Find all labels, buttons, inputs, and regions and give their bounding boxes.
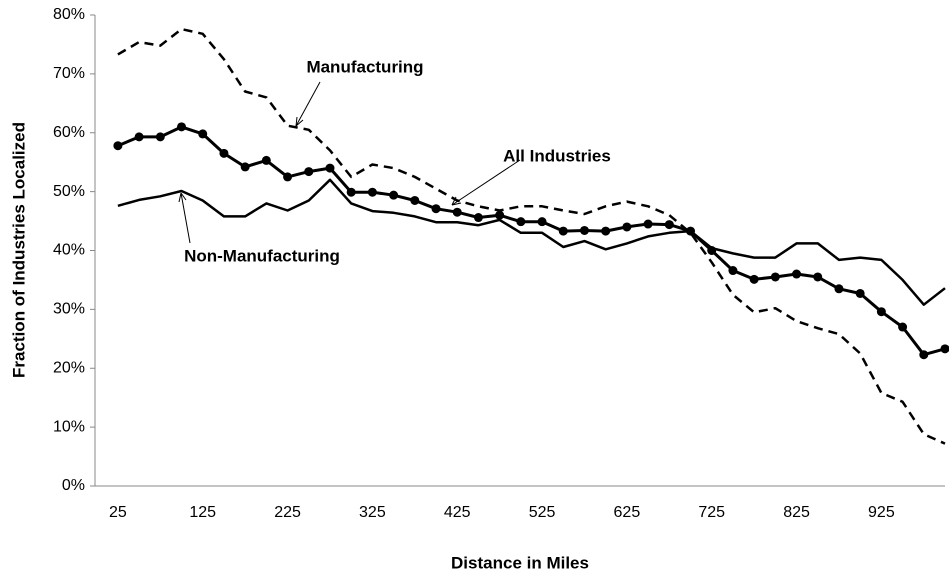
y-tick-label: 80% [53,6,85,23]
point [876,307,886,317]
point [643,219,653,229]
point [813,272,823,282]
y-axis-label: Fraction of Industries Localized [9,122,28,378]
x-tick-label: 825 [783,504,810,521]
point [792,269,802,279]
point [219,148,229,158]
point [325,163,335,173]
arrow-head [178,192,187,203]
annotation: Manufacturing [306,57,423,76]
point [346,187,356,197]
y-tick-label: 60% [53,124,85,141]
point [834,284,844,294]
x-tick-label: 525 [529,504,556,521]
point [431,204,441,214]
point [855,288,865,298]
point [134,132,144,142]
x-tick-label: 125 [189,504,216,521]
arrow-head [295,116,304,127]
point [367,187,377,197]
annotation: All Industries [503,146,611,165]
x-tick-label: 325 [359,504,386,521]
point [283,172,293,182]
y-tick-label: 70% [53,65,85,82]
y-tick-label: 20% [53,359,85,376]
point [452,207,462,217]
point [749,274,759,284]
point [304,167,314,177]
point [198,129,208,139]
y-tick-label: 40% [53,242,85,259]
x-axis-label: Distance in Miles [451,553,589,572]
series-line [117,125,946,357]
point [898,322,908,332]
annotations [178,81,521,244]
y-tick-label: 50% [53,183,85,200]
point [113,141,123,151]
series-line [117,27,946,445]
series-line [117,178,946,306]
point [495,210,505,220]
point [919,350,929,360]
annotation: Non-Manufacturing [184,246,340,265]
y-tick-label: 30% [53,301,85,318]
point [410,195,420,205]
y-tick-label: 0% [62,477,85,494]
point [261,155,271,165]
point [558,226,568,236]
point [537,217,547,227]
point [601,226,611,236]
x-tick-label: 925 [868,504,895,521]
point [516,217,526,227]
point [240,162,250,172]
point [770,272,780,282]
point [664,220,674,230]
arrow [451,159,521,206]
point [389,190,399,200]
point [579,225,589,235]
x-tick-label: 425 [444,504,471,521]
y-tick-label: 10% [53,418,85,435]
x-tick-label: 25 [109,504,127,521]
point [177,122,187,132]
arrow [180,192,191,244]
x-tick-label: 725 [698,504,725,521]
point [940,344,949,354]
point [473,213,483,223]
point [622,222,632,232]
arrow [295,81,321,127]
point [728,266,738,276]
x-tick-label: 225 [274,504,301,521]
x-tick-label: 625 [614,504,641,521]
point [155,132,165,142]
